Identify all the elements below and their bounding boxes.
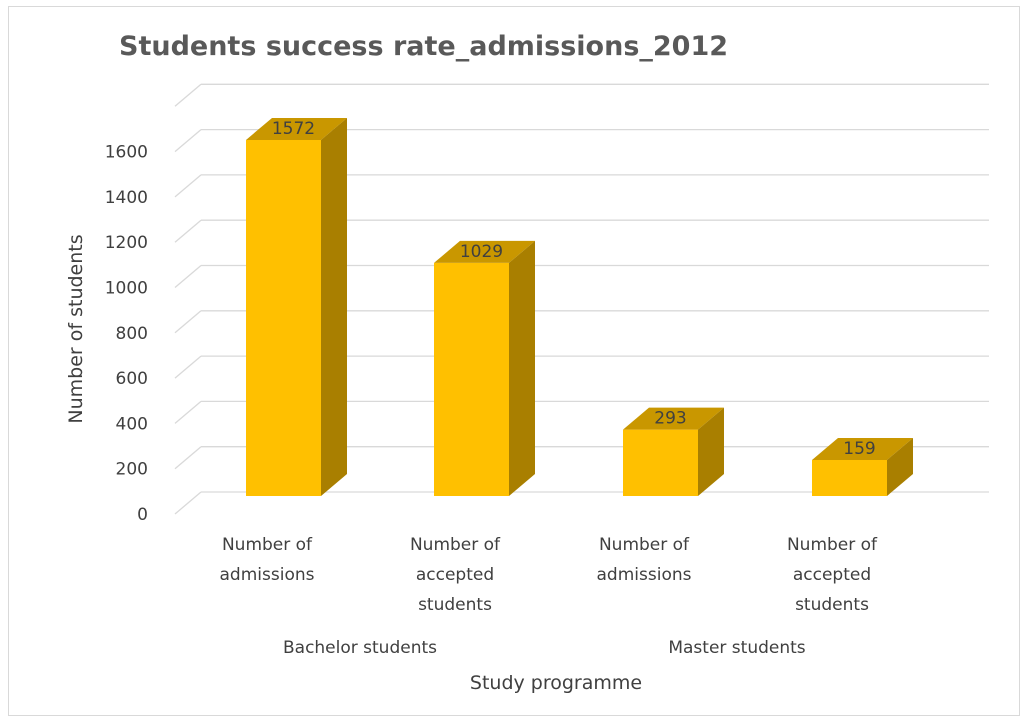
gridline-depth: [174, 174, 202, 198]
bar-side-face: [698, 407, 724, 496]
gridline-depth: [174, 400, 202, 424]
y-tick-label: 800: [116, 324, 148, 344]
category-label: students: [418, 595, 492, 615]
y-tick-label: 400: [116, 414, 148, 434]
y-tick-label: 1000: [105, 279, 148, 299]
y-tick-label: 1600: [105, 143, 148, 163]
data-label: 159: [843, 439, 875, 459]
category-labels: Number of admissions Number of accepted stud…: [220, 535, 879, 658]
gridline-depth: [174, 355, 202, 379]
bar-side-face: [509, 240, 535, 496]
category-label: Number of: [410, 535, 501, 555]
group-label: Master students: [668, 638, 805, 658]
category-label: accepted: [416, 565, 494, 585]
bar-front-face: [434, 262, 509, 496]
bar-side-face: [321, 117, 347, 496]
gridline-depth: [174, 129, 202, 153]
gridline-depth: [174, 219, 202, 243]
category-label: accepted: [793, 565, 871, 585]
bar: [623, 407, 724, 496]
x-axis-title: Study programme: [470, 672, 642, 694]
gridline-depth: [174, 265, 202, 288]
gridline-depth: [174, 446, 202, 470]
bar-side-face: [887, 437, 913, 496]
y-tick-label: 0: [137, 505, 148, 525]
category-label: Number of: [222, 535, 313, 555]
bar: [434, 240, 535, 496]
bar-front-face: [246, 139, 321, 496]
category-label: students: [795, 595, 869, 615]
chart-title: Students success rate_admissions_2012: [119, 31, 728, 62]
y-tick-labels: 0 200 400 600 800 1000 1200 1400 1600: [105, 143, 148, 525]
chart-frame: 0 200 400 600 800 1000 1200 1400 1600 1572 1029 29…: [8, 6, 1020, 716]
gridline-depth: [174, 310, 202, 334]
chart-svg: 0 200 400 600 800 1000 1200 1400 1600 1572 1029 29…: [65, 31, 989, 694]
bar-front-face: [812, 459, 887, 496]
data-label: 1572: [272, 119, 315, 139]
y-tick-label: 1400: [105, 188, 148, 208]
gridline-depth: [174, 491, 202, 515]
gridline-depth: [174, 83, 202, 107]
bar-top-face: [812, 437, 913, 460]
category-label: admissions: [220, 565, 315, 585]
bar-top-face: [246, 117, 347, 140]
bar: [812, 437, 913, 496]
y-axis-title: Number of students: [65, 234, 87, 423]
y-tick-label: 200: [116, 460, 148, 480]
category-label: admissions: [597, 565, 692, 585]
data-labels: 1572 1029 293 159: [272, 119, 876, 459]
group-label: Bachelor students: [283, 638, 437, 658]
y-tick-label: 1200: [105, 233, 148, 253]
bar: [246, 117, 347, 496]
category-label: Number of: [599, 535, 690, 555]
bar-front-face: [623, 429, 698, 496]
category-label: Number of: [787, 535, 878, 555]
data-label: 293: [654, 409, 686, 429]
data-label: 1029: [460, 242, 503, 262]
y-tick-label: 600: [116, 369, 148, 389]
bar-top-face: [434, 240, 535, 263]
bar-top-face: [623, 407, 724, 430]
bars: [246, 117, 913, 496]
